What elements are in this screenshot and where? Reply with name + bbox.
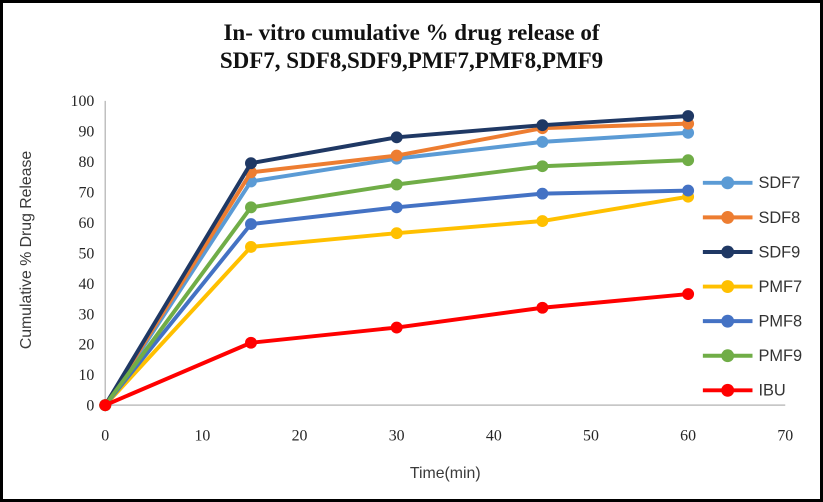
chart-title-line-2: SDF7, SDF8,SDF9,PMF7,PMF8,PMF9 [219, 48, 604, 73]
y-tick-label: 90 [78, 124, 94, 141]
y-axis-title: Cumulative % Drug Release [18, 151, 35, 350]
chart-title: In- vitro cumulative % drug release of S… [3, 19, 820, 75]
series-marker-sdf9 [390, 131, 403, 144]
series-marker-pmf8 [245, 218, 257, 230]
legend-label-sdf7: SDF7 [758, 174, 800, 192]
y-tick-label: 100 [71, 93, 95, 110]
legend-label-pmf7: PMF7 [758, 278, 802, 296]
y-tick-label: 20 [78, 337, 94, 354]
series-marker-sdf7 [536, 135, 549, 148]
series-marker-pmf7 [536, 215, 549, 227]
series-marker-pmf8 [682, 184, 695, 197]
y-tick-label: 0 [86, 398, 94, 415]
legend-marker-pmf9 [721, 349, 735, 363]
legend-marker-ibu [721, 383, 735, 397]
series-marker-sdf7 [682, 126, 695, 139]
legend-label-pmf8: PMF8 [758, 313, 802, 331]
legend: SDF7 SDF8 SDF9 PMF7 PMF8 PMF9 IBU [702, 174, 802, 400]
series-marker-ibu [682, 288, 695, 300]
legend-marker-sdf7 [721, 176, 735, 190]
legend-marker-sdf9 [721, 245, 735, 259]
y-tick-label: 40 [78, 276, 94, 293]
x-tick-label: 70 [777, 428, 793, 445]
series-marker-pmf9 [536, 160, 549, 173]
series-marker-pmf7 [245, 240, 257, 253]
x-tick-label: 20 [292, 428, 308, 445]
legend-label-pmf9: PMF9 [758, 347, 802, 365]
y-tick-label: 60 [78, 215, 94, 232]
legend-label-ibu: IBU [758, 382, 785, 400]
series-line-sdf8 [103, 121, 691, 408]
series-marker-ibu [536, 301, 549, 314]
legend-label-sdf8: SDF8 [758, 209, 800, 227]
series-marker-ibu [99, 399, 112, 412]
chart-title-line-1: In- vitro cumulative % drug release of [223, 20, 600, 45]
legend-marker-pmf8 [721, 314, 735, 328]
series-marker-ibu [390, 321, 403, 334]
legend-marker-pmf7 [721, 280, 735, 293]
series-line-pmf8 [103, 188, 691, 408]
series-marker-sdf9 [245, 157, 257, 170]
y-tick-label: 10 [78, 367, 94, 384]
series-marker-pmf8 [390, 201, 403, 214]
x-tick-label: 30 [389, 428, 405, 445]
line-chart: 0 10 20 30 40 50 60 70 80 90 100 0 10 20 30 40 50 60 70 Tim… [18, 93, 802, 482]
series-marker-pmf7 [390, 227, 403, 240]
series-marker-pmf8 [536, 187, 549, 200]
series-marker-pmf9 [682, 154, 695, 167]
x-tick-label: 0 [101, 428, 109, 445]
series-marker-ibu [245, 336, 257, 349]
x-axis-title: Time(min) [410, 465, 481, 482]
y-tick-label: 50 [78, 245, 94, 262]
y-tick-label: 80 [78, 154, 94, 171]
x-tick-label: 40 [486, 428, 502, 445]
series-marker-sdf8 [390, 149, 403, 162]
legend-marker-sdf8 [721, 210, 735, 224]
y-tick-label: 70 [78, 185, 94, 202]
series-marker-sdf9 [682, 110, 695, 122]
series-marker-pmf9 [390, 178, 403, 191]
x-tick-label: 10 [194, 428, 210, 445]
series-marker-sdf9 [536, 119, 549, 132]
legend-label-sdf9: SDF9 [758, 243, 800, 261]
y-tick-label: 30 [78, 306, 94, 323]
series-marker-pmf9 [245, 201, 257, 214]
x-tick-label: 50 [583, 428, 599, 445]
x-tick-label: 60 [680, 428, 696, 445]
